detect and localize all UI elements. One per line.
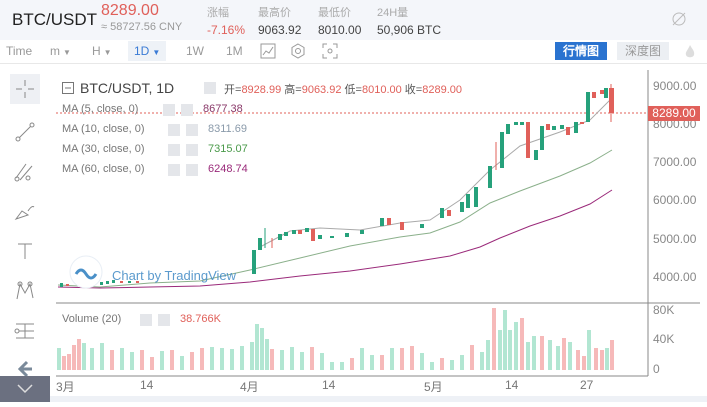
pair-title: BTC/USDT <box>12 10 97 29</box>
y-label: 4000.00 <box>653 270 697 284</box>
drawing-toolbar <box>0 64 50 402</box>
symbol-settings-icon[interactable] <box>204 82 216 94</box>
candles <box>60 84 614 287</box>
fullscreen-icon[interactable] <box>322 43 338 59</box>
depth-chart-tab[interactable]: 深度图 <box>617 42 669 60</box>
ma5-label: MA (5, close, 0) <box>62 103 139 115</box>
day-dropdown[interactable]: 1D ▼ <box>128 41 167 61</box>
x-label: 14 <box>322 378 336 392</box>
volume-close-icon[interactable] <box>158 314 170 326</box>
back-arrow-icon[interactable] <box>10 354 40 384</box>
x-label: 14 <box>140 378 154 392</box>
ma30-settings-icon[interactable] <box>168 144 180 156</box>
settings-icon[interactable] <box>290 43 306 59</box>
y-label: 7000.00 <box>653 155 697 169</box>
volume-legend: Volume (20) <box>62 313 122 325</box>
ma60-close-icon[interactable] <box>186 164 198 176</box>
collapse-toolbar-button[interactable] <box>0 376 50 402</box>
x-label: 5月 <box>424 380 443 394</box>
y-label: 6000.00 <box>653 193 697 207</box>
volume-settings-icon[interactable] <box>140 314 152 326</box>
last-price: 8289.00 <box>101 2 159 19</box>
ma60-value: 6248.74 <box>208 163 248 175</box>
x-label: 4月 <box>240 380 259 394</box>
x-label: 27 <box>580 378 594 392</box>
text-icon[interactable] <box>10 236 40 266</box>
chevron-down-icon <box>17 384 33 394</box>
pattern-icon[interactable] <box>10 276 40 306</box>
ma5-close-icon[interactable] <box>181 104 193 116</box>
indicator-icon[interactable] <box>260 43 276 59</box>
minute-dropdown[interactable]: m ▼ <box>50 44 71 58</box>
flame-icon[interactable] <box>684 44 696 60</box>
vol-y-label: 0 <box>653 362 660 376</box>
high-stat: 最高价 9063.92 <box>258 7 302 37</box>
ma10-value: 8311.69 <box>208 123 247 135</box>
collapse-legend-icon[interactable] <box>62 82 74 94</box>
y-label: 5000.00 <box>653 232 697 246</box>
tradingview-watermark[interactable]: Chart by TradingView <box>112 268 237 283</box>
change-stat: 涨幅 -7.16% <box>207 7 246 37</box>
ma10-settings-icon[interactable] <box>168 124 180 136</box>
ma5-settings-icon[interactable] <box>163 104 175 116</box>
hour-dropdown[interactable]: H ▼ <box>92 44 112 58</box>
ma10-close-icon[interactable] <box>186 124 198 136</box>
brush-icon[interactable] <box>10 197 40 227</box>
fib-icon[interactable] <box>10 156 40 186</box>
candlestick-chart[interactable] <box>50 64 707 402</box>
last-price-tag: 8289.00 <box>648 106 700 121</box>
cny-price: ≈ 58727.56 CNY <box>101 21 183 33</box>
ma5-value: 8677.38 <box>203 103 243 115</box>
ma10-label: MA (10, close, 0) <box>62 123 145 135</box>
volume-bars <box>57 308 614 370</box>
symbol-title: BTC/USDT, 1D <box>80 80 175 96</box>
volume-value: 38.766K <box>180 313 221 325</box>
x-label: 14 <box>505 378 519 392</box>
crosshair-icon[interactable] <box>10 74 40 104</box>
low-stat: 最低价 8010.00 <box>318 7 362 37</box>
header: BTC/USDT 8289.00 ≈ 58727.56 CNY 涨幅 -7.16%… <box>0 0 707 40</box>
vol-y-label: 40K <box>653 332 675 346</box>
ma30-close-icon[interactable] <box>186 144 198 156</box>
market-chart-tab[interactable]: 行情图 <box>555 42 607 60</box>
y-label: 9000.00 <box>653 79 697 93</box>
week-button[interactable]: 1W <box>186 44 204 58</box>
hide-icon[interactable] <box>670 10 688 28</box>
month-button[interactable]: 1M <box>226 44 243 58</box>
time-button[interactable]: Time <box>6 44 33 58</box>
x-label: 3月 <box>56 380 75 394</box>
measure-icon[interactable] <box>10 316 40 346</box>
ma30-value: 7315.07 <box>208 143 248 155</box>
footer-bar <box>50 396 707 402</box>
volume-stat: 24H量 50,906 BTC <box>377 7 442 37</box>
ma60-settings-icon[interactable] <box>168 164 180 176</box>
vol-y-label: 80K <box>653 303 675 317</box>
ma30-label: MA (30, close, 0) <box>62 143 145 155</box>
ohlc-values: 开=8928.99 高=9063.92 低=8010.00 收=8289.00 <box>224 84 462 96</box>
ma60-label: MA (60, close, 0) <box>62 163 145 175</box>
trendline-icon[interactable] <box>10 117 40 147</box>
